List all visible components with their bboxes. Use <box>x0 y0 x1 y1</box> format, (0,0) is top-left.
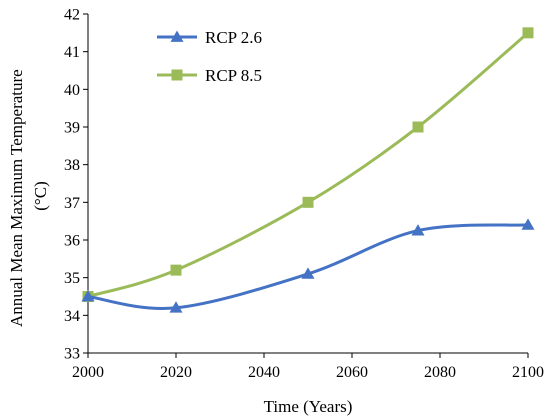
legend: RCP 2.6 RCP 8.5 <box>157 28 262 85</box>
y-axis-title: Annual Mean Maximum Temperature (°C) <box>7 65 50 327</box>
plot-area: 33 34 35 36 37 38 39 40 41 42 2000 2020 2040 2060 208… <box>64 7 544 382</box>
x-axis-title: Time (Years) <box>264 397 353 416</box>
y-tick-label: 34 <box>64 308 80 325</box>
legend-label: RCP 2.6 <box>205 28 262 47</box>
x-tick-label: 2040 <box>248 364 280 381</box>
y-tick-label: 42 <box>64 7 80 24</box>
square-marker <box>170 264 182 276</box>
x-tick-label: 2000 <box>72 364 104 381</box>
y-tick-label: 38 <box>64 157 80 174</box>
y-tick-label: 39 <box>64 120 80 137</box>
x-tick-label: 2100 <box>512 364 544 381</box>
y-tick-label: 36 <box>64 233 80 250</box>
square-marker <box>412 121 424 133</box>
y-tick-label: 35 <box>64 270 80 287</box>
y-axis-title-line-2: (°C) <box>31 181 50 210</box>
triangle-marker <box>81 290 95 302</box>
square-marker <box>522 27 534 39</box>
legend-triangle-marker <box>170 30 184 42</box>
series-line <box>86 31 530 298</box>
x-tick-label: 2080 <box>424 364 456 381</box>
series-line <box>86 223 530 310</box>
y-axis-title-line-1: Annual Mean Maximum Temperature <box>7 69 26 327</box>
x-tick-label: 2020 <box>160 364 192 381</box>
legend-label: RCP 8.5 <box>205 66 262 85</box>
triangle-marker <box>301 267 315 279</box>
y-tick-label: 33 <box>64 346 80 363</box>
triangle-marker <box>411 224 425 236</box>
x-axis-ticks: 2000 2020 2040 2060 2080 2100 <box>72 353 544 381</box>
y-axis-ticks: 33 34 35 36 37 38 39 40 41 42 <box>64 7 88 363</box>
series-rcp-2-6 <box>81 218 535 313</box>
triangle-marker <box>169 301 183 313</box>
legend-square-marker <box>171 69 183 81</box>
series-layer <box>81 27 535 313</box>
x-tick-label: 2060 <box>336 364 368 381</box>
series-rcp-8-5 <box>82 27 534 302</box>
square-marker <box>302 196 314 208</box>
y-tick-label: 40 <box>64 82 80 99</box>
y-tick-label: 37 <box>64 195 80 212</box>
triangle-marker <box>521 218 535 230</box>
y-tick-label: 41 <box>64 44 80 61</box>
